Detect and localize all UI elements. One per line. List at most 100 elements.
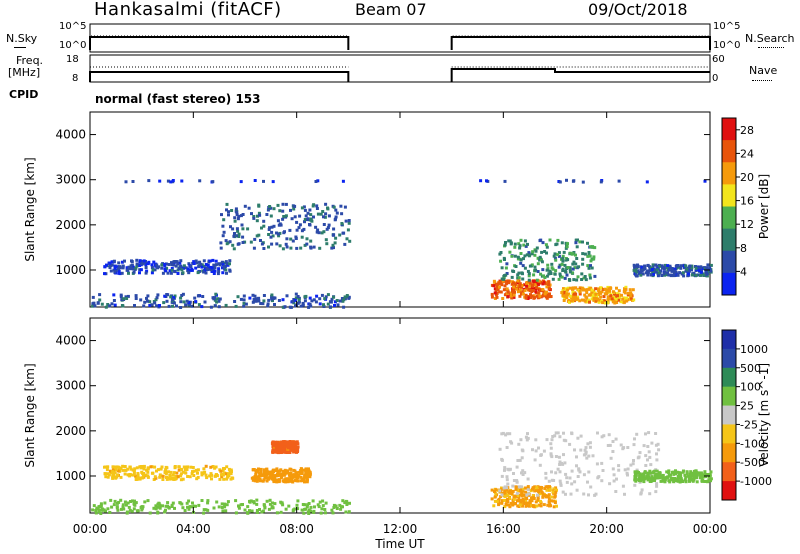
power-cell-1-56	[129, 264, 133, 268]
velocity-cell-3-203	[280, 442, 283, 446]
velocity-cell-1-182	[106, 475, 110, 479]
power-cell-4-204	[542, 280, 546, 284]
velocity-cell-0-138	[301, 503, 305, 506]
power-cell-5-176	[568, 286, 572, 290]
power-cell-7-25	[641, 268, 645, 272]
velocity-cell-6-171	[658, 474, 662, 478]
power-cell-6-194	[498, 252, 502, 256]
velocity-cell-5-71	[612, 479, 616, 483]
power-cell-5-193	[622, 290, 626, 293]
velocity-cell-0-160	[248, 509, 251, 513]
power-cell-7-197	[657, 271, 661, 275]
velocity-cell-1-75	[165, 476, 168, 479]
power-cell-1-205	[129, 267, 133, 270]
velocity-cell-1-44	[111, 476, 115, 480]
power-cell-2-121	[304, 214, 308, 218]
velocity-cell-5-200	[640, 488, 644, 492]
power-cell-2-197	[241, 227, 245, 231]
power-cell-3-5	[479, 179, 483, 183]
power-cell-7-149	[688, 264, 692, 268]
velocity-cell-0-192	[170, 503, 174, 507]
power-cb-label-2: 12	[740, 218, 754, 231]
power-cell-7-210	[670, 267, 674, 270]
power-cell-1-94	[172, 263, 176, 267]
power-cell-6-26	[536, 270, 540, 273]
power-cell-5-1	[631, 288, 635, 292]
power-cell-2-148	[256, 214, 259, 218]
power-cell-6-105	[538, 258, 542, 262]
power-cell-0-83	[324, 295, 328, 299]
power-cell-0-89	[217, 305, 221, 309]
power-cell-2-146	[228, 240, 232, 244]
power-cell-6-156	[527, 278, 531, 282]
velocity-cell-4-150	[503, 494, 507, 498]
velocity-cell-5-9	[544, 476, 548, 480]
velocity-cell-5-194	[579, 448, 583, 452]
power-cell-1-5	[150, 263, 154, 267]
power-cb-label-1: 8	[740, 242, 747, 255]
velocity-cell-6-127	[649, 477, 653, 481]
velocity-cell-4-162	[540, 486, 544, 489]
power-cell-6-180	[553, 272, 557, 276]
velocity-cell-4-129	[547, 500, 551, 504]
velocity-cell-4-31	[518, 493, 522, 497]
velocity-colorbar-swatch-8	[722, 481, 736, 501]
power-cell-2-103	[235, 227, 239, 231]
velocity-cell-5-21	[533, 458, 537, 462]
velocity-cell-1-195	[111, 475, 115, 479]
power-cell-7-81	[693, 265, 697, 268]
velocity-cell-4-55	[534, 500, 538, 504]
power-cell-1-95	[150, 266, 154, 269]
power-cell-1-172	[126, 268, 130, 272]
velocity-cell-3-194	[276, 448, 280, 452]
power-cell-2-84	[241, 241, 245, 244]
noise-right-tick-bottom: 10^0	[713, 40, 741, 51]
velocity-cell-1-42	[111, 468, 115, 472]
velocity-cell-2-217	[254, 469, 258, 473]
velocity-cell-0-166	[338, 503, 342, 507]
velocity-cell-4-91	[552, 505, 556, 509]
power-cell-5-129	[583, 299, 587, 303]
velocity-cell-5-33	[587, 470, 591, 474]
power-cell-0-109	[124, 295, 128, 299]
power-cell-6-154	[561, 267, 565, 271]
power-cell-1-46	[117, 261, 121, 265]
power-cell-5-164	[603, 292, 607, 296]
power-cell-7-188	[690, 273, 694, 277]
velocity-cell-5-134	[568, 476, 572, 480]
velocity-cell-1-76	[223, 471, 227, 475]
velocity-cell-1-150	[222, 467, 226, 471]
power-cell-4-124	[525, 284, 529, 288]
velocity-cell-5-106	[535, 493, 539, 497]
velocity-cell-0-23	[188, 505, 192, 509]
velocity-cell-4-201	[512, 497, 516, 501]
power-cell-0-218	[182, 300, 186, 304]
velocity-cell-5-153	[596, 476, 600, 480]
velocity-cell-4-194	[522, 493, 526, 497]
velocity-cell-5-14	[558, 435, 562, 439]
power-colorbar-swatch-4	[722, 206, 736, 230]
velocity-cell-2-149	[268, 476, 272, 480]
power-cb-label-4: 20	[740, 171, 754, 184]
power-cell-7-150	[634, 273, 638, 277]
power-cell-1-115	[170, 261, 173, 265]
power-cell-2-153	[295, 220, 299, 224]
power-cell-6-144	[545, 274, 549, 278]
power-cell-7-146	[660, 264, 664, 268]
power-cell-5-170	[590, 288, 594, 292]
power-cell-1-144	[140, 262, 144, 266]
power-cell-6-137	[588, 273, 592, 277]
velocity-cell-5-143	[639, 491, 643, 495]
power-cell-0-211	[239, 297, 243, 301]
velocity-cell-3-206	[276, 446, 280, 450]
power-cell-1-78	[218, 263, 222, 267]
nsky-label: N.Sky	[6, 32, 38, 45]
velocity-cell-0-30	[279, 510, 283, 514]
power-cell-0-185	[347, 295, 351, 299]
velocity-cell-0-172	[239, 503, 243, 507]
velocity-cell-5-102	[564, 472, 568, 476]
power-cell-4-151	[513, 290, 516, 294]
power-cell-5-127	[562, 299, 566, 302]
power-cell-6-146	[535, 246, 539, 250]
velocity-cell-6-207	[658, 476, 662, 480]
